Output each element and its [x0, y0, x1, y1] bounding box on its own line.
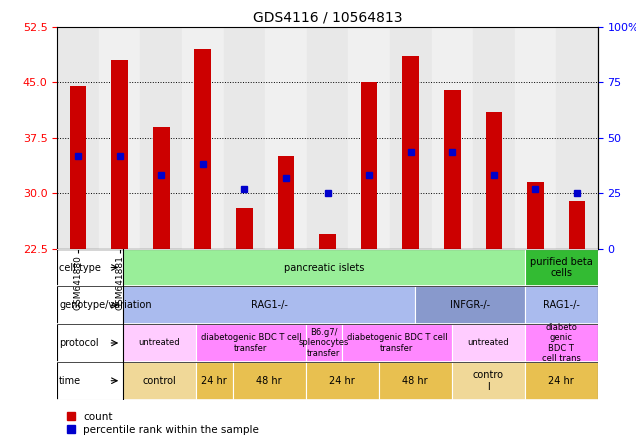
Text: RAG1-/-: RAG1-/- [251, 300, 287, 310]
Text: untreated: untreated [139, 338, 181, 348]
Text: RAG1-/-: RAG1-/- [543, 300, 580, 310]
Text: diabetogenic BDC T cell
transfer: diabetogenic BDC T cell transfer [200, 333, 301, 353]
Bar [415, 286, 525, 324]
Text: diabeto
genic
BDC T
cell trans: diabeto genic BDC T cell trans [542, 323, 581, 363]
Bar [556, 27, 598, 249]
Bar [278, 156, 294, 249]
Legend: count, percentile rank within the sample: count, percentile rank within the sample [62, 407, 263, 439]
Bar [306, 324, 342, 362]
Bar [57, 27, 99, 249]
Bar [525, 249, 598, 286]
Bar [153, 127, 170, 249]
Bar [319, 234, 336, 249]
Text: untreated: untreated [467, 338, 509, 348]
Bar [525, 362, 598, 400]
Bar [452, 362, 525, 400]
Text: genotype/variation: genotype/variation [59, 300, 152, 310]
Bar [431, 27, 473, 249]
Bar [485, 112, 502, 249]
Bar [473, 27, 515, 249]
Title: GDS4116 / 10564813: GDS4116 / 10564813 [252, 10, 403, 24]
Text: 24 hr: 24 hr [548, 376, 574, 386]
Bar [141, 27, 182, 249]
Text: INFGR-/-: INFGR-/- [450, 300, 490, 310]
Bar [123, 249, 525, 286]
Bar [403, 56, 419, 249]
Bar [182, 27, 224, 249]
Bar [515, 27, 556, 249]
Bar [196, 324, 306, 362]
Text: contro
l: contro l [473, 370, 504, 392]
Bar [195, 49, 211, 249]
Bar [123, 362, 196, 400]
Bar [527, 182, 544, 249]
Bar [236, 208, 252, 249]
Bar [525, 324, 598, 362]
Bar [224, 27, 265, 249]
Bar [378, 362, 452, 400]
Text: cell type: cell type [59, 262, 101, 273]
Bar [349, 27, 390, 249]
Text: purified beta
cells: purified beta cells [530, 257, 593, 278]
Bar [361, 82, 377, 249]
Bar [306, 362, 378, 400]
Bar [452, 324, 525, 362]
Text: 48 hr: 48 hr [403, 376, 428, 386]
Bar [123, 324, 196, 362]
Bar [342, 324, 452, 362]
Text: protocol: protocol [59, 338, 99, 348]
Bar [123, 286, 415, 324]
Bar [99, 27, 141, 249]
Bar [233, 362, 306, 400]
Bar [265, 27, 307, 249]
Bar [525, 286, 598, 324]
Text: 48 hr: 48 hr [256, 376, 282, 386]
Text: diabetogenic BDC T cell
transfer: diabetogenic BDC T cell transfer [347, 333, 447, 353]
Text: B6.g7/
splenocytes
transfer: B6.g7/ splenocytes transfer [299, 328, 349, 358]
Bar [307, 27, 349, 249]
Text: time: time [59, 376, 81, 386]
Text: 24 hr: 24 hr [202, 376, 227, 386]
Text: control: control [142, 376, 176, 386]
Bar [390, 27, 431, 249]
Text: pancreatic islets: pancreatic islets [284, 262, 364, 273]
Bar [70, 86, 86, 249]
Bar [569, 201, 585, 249]
Bar [111, 60, 128, 249]
Bar [196, 362, 233, 400]
Bar [444, 90, 460, 249]
Text: 24 hr: 24 hr [329, 376, 355, 386]
